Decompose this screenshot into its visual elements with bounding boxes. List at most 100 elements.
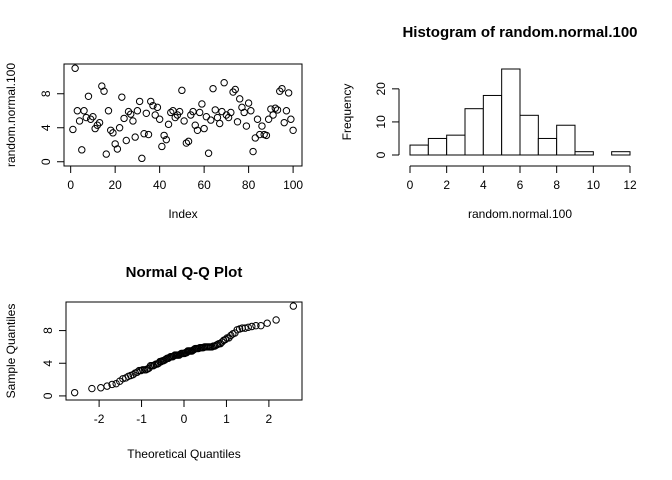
point	[236, 95, 244, 103]
point	[278, 84, 286, 93]
point	[155, 115, 164, 123]
point	[147, 97, 155, 106]
y-axis-label: random.normal.100	[4, 63, 18, 167]
y-tick-label: 0	[374, 151, 388, 158]
chart-title: Histogram of random.normal.100	[402, 24, 637, 41]
point	[120, 114, 128, 123]
point	[284, 89, 293, 97]
y-tick-label: 0	[39, 158, 53, 165]
point	[97, 384, 105, 392]
point	[262, 131, 271, 140]
x-axis-label: random.normal.100	[468, 207, 572, 221]
point	[221, 335, 230, 344]
point	[164, 120, 173, 129]
point	[109, 129, 117, 137]
point	[253, 115, 262, 123]
point	[100, 87, 108, 95]
point	[133, 107, 142, 115]
point	[142, 109, 150, 118]
point	[229, 88, 237, 96]
x-tick-label: 6	[517, 178, 524, 192]
point	[80, 107, 88, 115]
point	[241, 324, 249, 332]
x-tick-label: 1	[223, 412, 230, 426]
x-tick-label: 0	[181, 412, 188, 426]
point	[209, 84, 217, 93]
bar	[446, 134, 466, 156]
point	[213, 340, 222, 349]
point	[175, 107, 184, 116]
point	[227, 331, 235, 340]
point	[75, 117, 84, 125]
point	[233, 118, 242, 126]
x-tick-label: 60	[197, 178, 211, 192]
point	[218, 107, 226, 116]
bar	[574, 151, 594, 156]
y-tick-label: 10	[374, 115, 388, 129]
x-axis-label: Index	[168, 207, 197, 221]
point	[240, 108, 248, 117]
point	[249, 147, 257, 156]
point	[216, 119, 224, 128]
point	[204, 149, 213, 157]
bar	[427, 137, 448, 156]
y-tick-label: 0	[41, 392, 55, 399]
point	[131, 133, 139, 141]
point	[129, 117, 137, 125]
x-tick-label: 4	[480, 178, 487, 192]
point	[248, 322, 256, 331]
point	[89, 113, 97, 121]
point	[252, 321, 260, 330]
point	[115, 124, 124, 132]
point	[88, 384, 96, 393]
point	[213, 113, 222, 122]
x-tick-label: 8	[553, 178, 560, 192]
point	[258, 122, 266, 130]
point	[220, 79, 228, 87]
point	[135, 97, 144, 106]
point	[108, 380, 116, 389]
point	[289, 126, 297, 135]
point	[124, 107, 133, 116]
point	[251, 134, 259, 142]
point	[153, 360, 162, 368]
point	[264, 115, 273, 123]
point	[271, 104, 280, 112]
point	[104, 107, 113, 115]
point	[180, 117, 188, 125]
point	[107, 126, 115, 135]
point	[244, 323, 252, 332]
x-tick-label: 10	[587, 178, 601, 192]
y-axis-label: Sample Quantiles	[4, 304, 18, 399]
point	[202, 113, 211, 121]
bar	[464, 108, 484, 156]
point	[151, 111, 159, 119]
point	[200, 124, 208, 133]
point	[71, 64, 79, 72]
point	[171, 113, 179, 122]
point	[158, 142, 166, 151]
point	[247, 107, 255, 115]
point	[127, 110, 135, 118]
point	[86, 115, 95, 123]
point	[140, 130, 148, 138]
plot-box	[63, 63, 303, 167]
point	[193, 126, 202, 135]
point	[153, 103, 162, 112]
point	[276, 87, 284, 95]
y-tick-label: 4	[41, 360, 55, 367]
point	[103, 382, 111, 390]
x-tick-label: 80	[242, 178, 256, 192]
x-tick-label: 2	[443, 178, 450, 192]
point	[182, 139, 191, 147]
bar	[482, 94, 503, 156]
point	[138, 154, 146, 163]
bar	[519, 114, 539, 156]
y-tick-label: 8	[41, 327, 55, 334]
point	[198, 100, 206, 108]
point	[144, 130, 153, 139]
point	[280, 118, 288, 127]
point	[195, 108, 204, 117]
x-tick-label: 0	[67, 178, 74, 192]
